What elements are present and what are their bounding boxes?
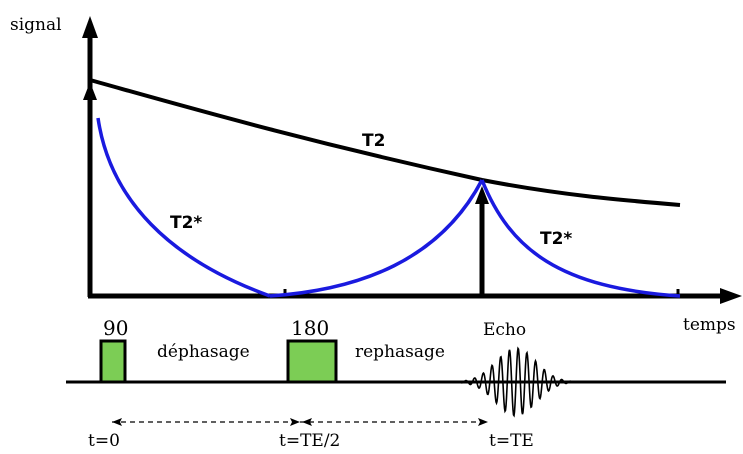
y-axis-arrow-icon bbox=[82, 16, 98, 38]
t2-star-right-label: T2* bbox=[540, 229, 572, 249]
rephasing-label: rephasage bbox=[355, 342, 445, 362]
echo-peak-arrow-icon bbox=[475, 186, 489, 204]
timeline-arrowhead-icon bbox=[112, 418, 122, 426]
timeline-arrowhead-icon bbox=[478, 418, 488, 426]
timeline-arrowhead-icon bbox=[290, 418, 300, 426]
pulse-180-block bbox=[286, 339, 338, 384]
t2-star-dephasing-curve bbox=[96, 117, 271, 298]
echo-label: Echo bbox=[483, 320, 526, 340]
pulse-90-block bbox=[99, 339, 127, 384]
x-axis-label: temps bbox=[683, 315, 736, 335]
dephasing-label: déphasage bbox=[157, 342, 250, 362]
pulse-90-label: 90 bbox=[103, 316, 128, 340]
x-axis-arrow-icon bbox=[720, 288, 742, 304]
time-te-half-label: t=TE/2 bbox=[279, 431, 340, 451]
time-te-label: t=TE bbox=[489, 431, 534, 451]
t2-star-decay-curve bbox=[480, 179, 681, 298]
t2-curve-label: T2 bbox=[362, 131, 385, 151]
timeline-arrowhead-icon bbox=[302, 418, 312, 426]
t2-star-rephasing-curve bbox=[269, 179, 484, 298]
y-axis-inner-arrow-icon bbox=[83, 82, 97, 100]
echo-waveform bbox=[453, 346, 579, 418]
t2-decay-curve bbox=[89, 78, 681, 207]
time-t0-label: t=0 bbox=[88, 431, 120, 451]
pulse-180-label: 180 bbox=[291, 316, 329, 340]
y-axis-label: signal bbox=[10, 15, 62, 35]
t2-star-left-label: T2* bbox=[170, 213, 202, 233]
